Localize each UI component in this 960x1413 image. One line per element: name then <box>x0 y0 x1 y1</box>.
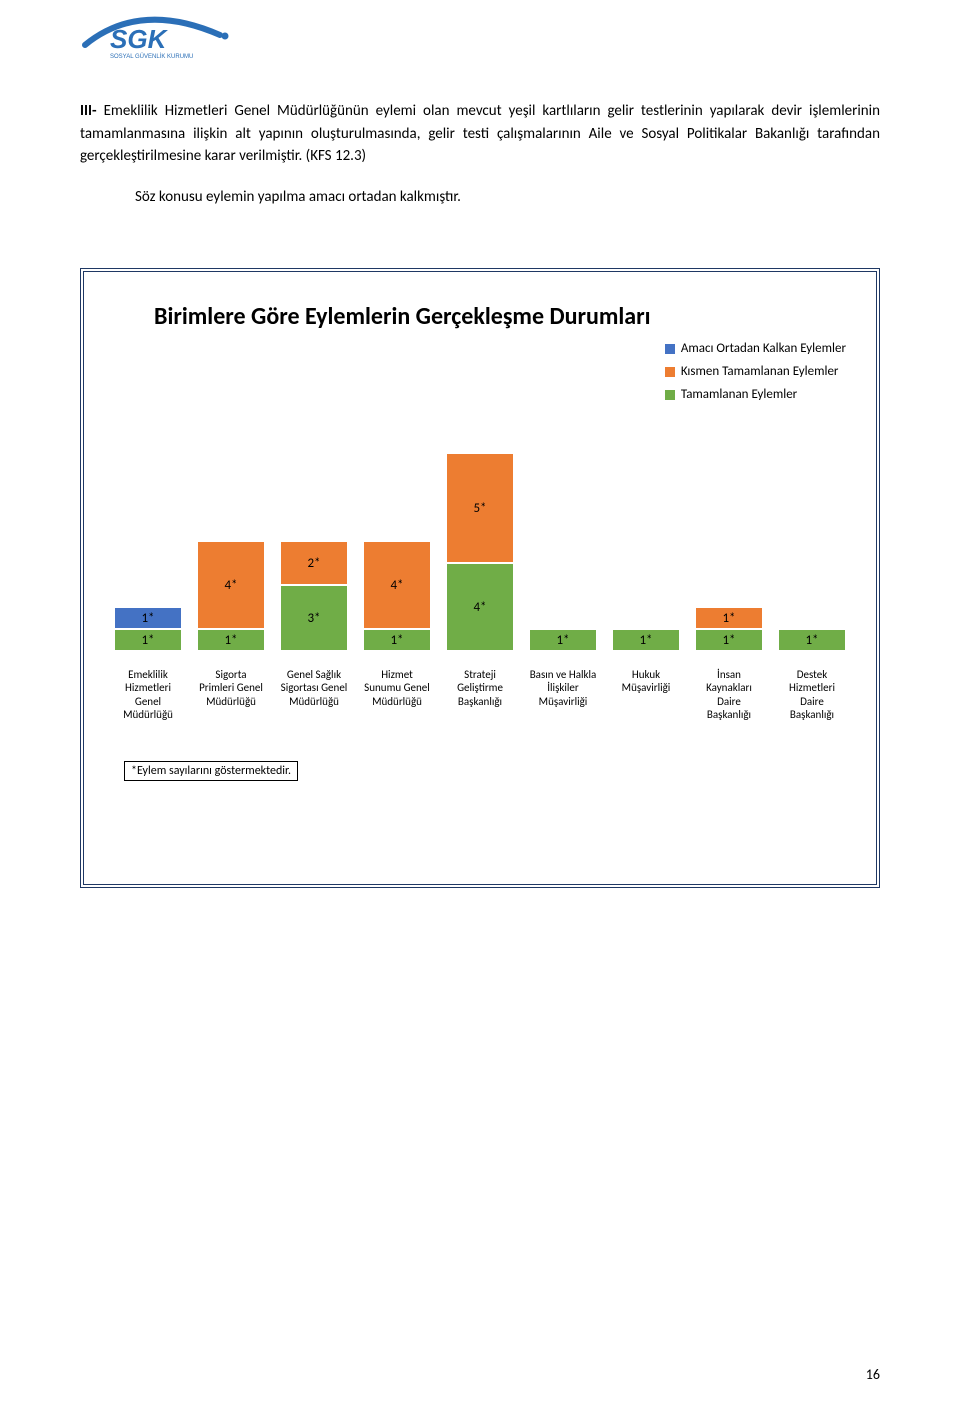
bar-segment: 1* <box>197 629 265 651</box>
x-axis-label: Emeklilik Hizmetleri Genel Müdürlüğü <box>114 668 182 721</box>
bar-segment: 1* <box>695 629 763 651</box>
chart-container: Birimlere Göre Eylemlerin Gerçekleşme Du… <box>80 268 880 888</box>
x-axis-label: Hukuk Müşavirliği <box>612 668 680 721</box>
paragraph-1-prefix: III- <box>80 102 97 120</box>
paragraph-2: Söz konusu eylemin yapılma amacı ortadan… <box>135 186 880 209</box>
legend-swatch <box>665 390 675 400</box>
chart-title: Birimlere Göre Eylemlerin Gerçekleşme Du… <box>154 302 856 331</box>
legend-item: Kısmen Tamamlanan Eylemler <box>665 364 846 379</box>
bar-segment: 1* <box>778 629 846 651</box>
chart-legend: Amacı Ortadan Kalkan Eylemler Kısmen Tama… <box>665 341 846 410</box>
bar-segment: 1* <box>612 629 680 651</box>
legend-label: Tamamlanan Eylemler <box>681 387 797 402</box>
chart-area: Amacı Ortadan Kalkan Eylemler Kısmen Tama… <box>104 341 856 721</box>
legend-swatch <box>665 367 675 377</box>
legend-item: Amacı Ortadan Kalkan Eylemler <box>665 341 846 356</box>
paragraph-1: III- Emeklilik Hizmetleri Genel Müdürlüğ… <box>80 100 880 168</box>
bar-column: 4*1* <box>363 541 431 651</box>
legend-label: Kısmen Tamamlanan Eylemler <box>681 364 839 379</box>
bar-column: 1* <box>612 629 680 651</box>
bar-segment: 1* <box>114 629 182 651</box>
bar-column: 1*1* <box>695 607 763 651</box>
x-axis-label: Hizmet Sunumu Genel Müdürlüğü <box>363 668 431 721</box>
x-axis-label: İnsan Kaynakları Daire Başkanlığı <box>695 668 763 721</box>
paragraph-1-rest: Emeklilik Hizmetleri Genel Müdürlüğünün … <box>80 102 880 165</box>
x-axis-label: Basın ve Halkla İlişkiler Müşavirliği <box>529 668 597 721</box>
chart-footnote: *Eylem sayılarını göstermektedir. <box>124 761 298 781</box>
bar-column: 4*1* <box>197 541 265 651</box>
bar-segment: 1* <box>114 607 182 629</box>
bar-segment: 2* <box>280 541 348 585</box>
bar-segment: 4* <box>197 541 265 629</box>
bar-segment: 4* <box>446 563 514 651</box>
bar-segment: 5* <box>446 453 514 563</box>
bar-column: 1* <box>778 629 846 651</box>
bar-column: 2*3* <box>280 541 348 651</box>
x-axis-label: Destek Hizmetleri Daire Başkanlığı <box>778 668 846 721</box>
legend-swatch <box>665 344 675 354</box>
chart-bars: 1*1*4*1*2*3*4*1*5*4*1*1*1*1*1* <box>104 411 856 651</box>
bar-column: 1* <box>529 629 597 651</box>
bar-segment: 3* <box>280 585 348 651</box>
logo-main-text: SGK <box>110 24 169 54</box>
bar-segment: 1* <box>695 607 763 629</box>
x-axis-label: Strateji Geliştirme Başkanlığı <box>446 668 514 721</box>
bar-segment: 1* <box>529 629 597 651</box>
bar-column: 5*4* <box>446 453 514 651</box>
sgk-logo: SGK SOSYAL GÜVENLİK KURUMU <box>80 10 240 65</box>
legend-item: Tamamlanan Eylemler <box>665 387 846 402</box>
x-axis-label: Sigorta Primleri Genel Müdürlüğü <box>197 668 265 721</box>
bar-column: 1*1* <box>114 607 182 651</box>
bar-segment: 1* <box>363 629 431 651</box>
page-number: 16 <box>866 1366 880 1383</box>
x-axis-label: Genel Sağlık Sigortası Genel Müdürlüğü <box>280 668 348 721</box>
legend-label: Amacı Ortadan Kalkan Eylemler <box>681 341 846 356</box>
chart-xlabels: Emeklilik Hizmetleri Genel Müdürlüğü Sigo… <box>104 668 856 721</box>
bar-segment: 4* <box>363 541 431 629</box>
logo-sub-text: SOSYAL GÜVENLİK KURUMU <box>110 53 193 60</box>
